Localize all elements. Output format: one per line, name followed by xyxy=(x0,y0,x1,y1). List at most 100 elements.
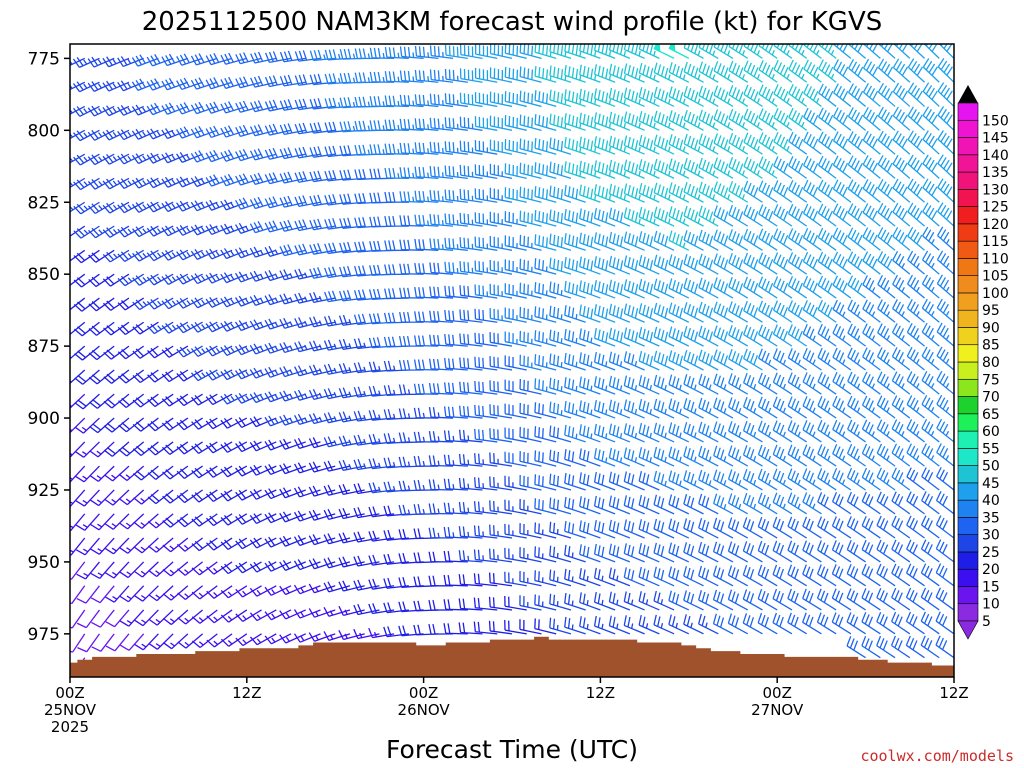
wind-barb-full-barb xyxy=(287,123,293,134)
wind-barb-full-barb xyxy=(147,374,156,383)
wind-barb-full-barb xyxy=(104,523,114,530)
wind-barb-full-barb xyxy=(447,382,451,393)
wind-barb-half-barb xyxy=(230,202,235,208)
wind-barb xyxy=(235,417,262,429)
wind-barb xyxy=(384,191,409,203)
wind-barb-full-barb xyxy=(312,316,319,327)
wind-barb-shaft xyxy=(70,561,86,580)
wind-barb-full-barb xyxy=(373,192,377,203)
wind-barb-full-barb xyxy=(586,259,590,270)
wind-barb-shaft xyxy=(82,417,100,434)
wind-barb xyxy=(429,141,454,155)
wind-barb-half-barb xyxy=(112,180,118,186)
wind-barb-full-barb xyxy=(264,538,272,548)
wind-barb xyxy=(206,633,233,648)
wind-barb-full-barb xyxy=(387,626,392,637)
wind-barb-half-barb xyxy=(407,509,411,515)
wind-barb-full-barb xyxy=(623,447,628,458)
wind-barb xyxy=(429,190,454,203)
wind-barb-full-barb xyxy=(542,44,545,55)
wind-barb-full-barb xyxy=(268,439,275,449)
wind-barb-full-barb xyxy=(372,554,377,565)
wind-barb-full-barb xyxy=(224,102,231,113)
wind-barb-full-barb xyxy=(428,358,432,369)
wind-barb xyxy=(102,105,130,117)
wind-barb xyxy=(413,407,439,419)
wind-barb-full-barb xyxy=(120,56,128,66)
wind-barb-full-barb xyxy=(90,572,101,580)
wind-barb-full-barb xyxy=(399,191,403,202)
wind-barb-full-barb xyxy=(523,163,526,174)
wind-barb-full-barb xyxy=(586,451,590,462)
wind-barb-full-barb xyxy=(308,632,316,642)
wind-barb-full-barb xyxy=(298,244,304,255)
wind-barb-half-barb xyxy=(70,404,73,408)
wind-barb-full-barb xyxy=(368,386,373,397)
wind-barb xyxy=(504,451,527,467)
wind-barb-full-barb xyxy=(593,279,597,291)
wind-barb-full-barb xyxy=(575,140,579,152)
wind-barb-half-barb xyxy=(586,623,589,630)
wind-barb xyxy=(205,77,233,90)
wind-barb-full-barb xyxy=(549,161,552,172)
wind-barb-full-barb xyxy=(272,99,278,110)
wind-barb xyxy=(459,405,483,419)
wind-barb-full-barb xyxy=(283,196,289,207)
wind-barb-full-barb xyxy=(313,146,318,157)
wind-barb-full-barb xyxy=(205,444,214,454)
wind-barb-half-barb xyxy=(289,345,293,351)
wind-barb-full-barb xyxy=(317,243,323,254)
wind-barb-full-barb xyxy=(235,491,243,501)
wind-barb-full-barb xyxy=(631,162,635,173)
wind-barb xyxy=(279,366,306,378)
wind-barb-full-barb xyxy=(62,180,69,187)
wind-barb-shaft xyxy=(140,465,159,481)
wind-barb xyxy=(608,255,631,275)
wind-barb-full-barb xyxy=(287,50,293,61)
wind-barb-full-barb xyxy=(627,496,631,508)
wind-barb-full-barb xyxy=(608,303,613,315)
wind-barb xyxy=(623,87,645,108)
wind-barb-full-barb xyxy=(264,611,272,621)
wind-barb-full-barb xyxy=(147,423,156,432)
wind-barb-full-barb xyxy=(76,252,86,261)
wind-barb-full-barb xyxy=(161,80,168,91)
wind-barb-full-barb xyxy=(302,243,308,254)
wind-barb xyxy=(264,439,292,451)
wind-barb-full-barb xyxy=(227,149,235,160)
wind-barb-full-barb xyxy=(213,174,220,184)
wind-barb-full-barb xyxy=(538,379,541,390)
wind-barb-full-barb xyxy=(121,422,130,430)
wind-barb-full-barb xyxy=(194,249,202,259)
wind-barb-full-barb xyxy=(176,178,183,188)
wind-barb-half-barb xyxy=(579,99,582,105)
wind-barb-shaft xyxy=(70,57,86,66)
wind-barb-full-barb xyxy=(150,372,159,381)
wind-barb-half-barb xyxy=(392,413,396,420)
wind-barb-full-barb xyxy=(346,265,352,277)
wind-barb xyxy=(264,585,292,596)
wind-barb-full-barb xyxy=(249,126,256,137)
wind-barb-half-barb xyxy=(70,157,74,162)
wind-barb-full-barb xyxy=(223,442,232,451)
wind-barb xyxy=(623,279,645,299)
wind-barb-full-barb xyxy=(353,604,359,615)
wind-barb xyxy=(519,186,542,203)
wind-barb-half-barb xyxy=(359,632,363,638)
wind-barb-full-barb xyxy=(312,364,319,375)
wind-barb-full-barb xyxy=(309,268,315,279)
wind-barb-full-barb xyxy=(91,646,102,652)
wind-barb xyxy=(190,150,218,163)
wind-barb-full-barb xyxy=(631,378,635,389)
wind-barb xyxy=(89,465,115,482)
wind-barb xyxy=(443,599,468,611)
wind-barb-full-barb xyxy=(117,326,126,335)
wind-barb xyxy=(147,489,174,505)
wind-barb-full-barb xyxy=(542,260,545,271)
wind-barb-shaft xyxy=(127,561,145,578)
wind-barb-shaft xyxy=(170,609,189,626)
wind-barb xyxy=(161,201,189,213)
wind-barb-full-barb xyxy=(398,335,403,347)
wind-barb-shaft xyxy=(156,585,174,602)
wind-barb-full-barb xyxy=(45,306,53,312)
